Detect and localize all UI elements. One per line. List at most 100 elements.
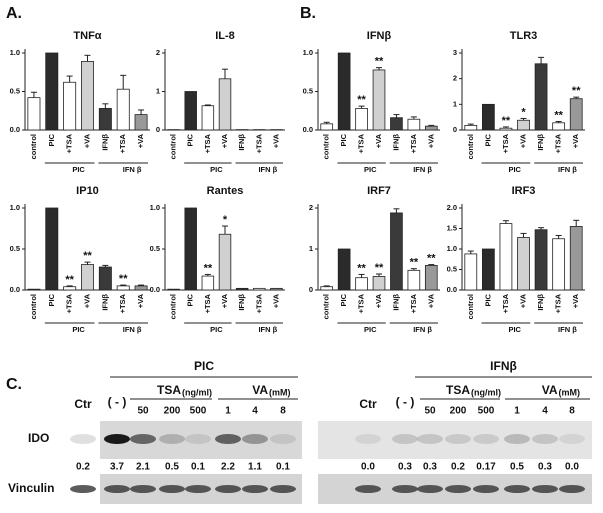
ido-band [185,434,211,444]
bar [569,98,583,131]
x-tick-label: +TSA [118,293,127,313]
group-label: PIC [364,165,377,174]
x-tick-label: +TSA [254,293,263,313]
dose-label: 500 [190,406,207,417]
y-tick-label: 0.0 [447,285,457,294]
x-tick-label: control [466,294,475,319]
bar [337,52,351,131]
treatment-label: VA [252,383,268,397]
x-tick-label: +TSA [203,133,212,153]
lane-label: Ctr [359,397,377,411]
bar [201,105,215,131]
bar [27,97,41,131]
treatment-label: TSA [446,383,470,397]
x-tick-label: +TSA [501,133,510,153]
y-tick-label: 1.0 [10,203,20,212]
y-tick-label: 1.0 [303,48,313,57]
bar [253,287,266,291]
ido-band [130,434,156,444]
ido-band [504,434,530,444]
ido-value: 0.1 [276,462,290,473]
bar [464,253,478,291]
ido-value: 0.3 [398,462,412,473]
x-tick-label: IFNβ [391,134,400,151]
x-tick-label: PIC [483,293,492,306]
vinculin-band [559,485,585,493]
dose-label: 50 [424,406,436,417]
significance: ** [427,252,436,264]
bar [167,288,180,291]
dose-label: 8 [569,406,575,417]
x-tick-label: control [169,134,178,159]
bar [464,124,478,131]
x-tick-label: PIC [339,133,348,146]
ido-value: 0.0 [565,462,579,473]
y-tick-label: 2 [156,48,160,57]
y-tick-label: 1.0 [447,244,457,253]
ido-value: 0.17 [476,462,496,473]
x-tick-label: +TSA [203,293,212,313]
bar [517,237,530,291]
dose-label: 8 [280,406,286,417]
x-tick-label: +VA [426,133,435,148]
dose-label: 50 [137,406,149,417]
group-label: PIC [508,165,521,174]
significance: ** [119,273,128,285]
bar [407,118,421,131]
bar [63,286,77,291]
vinculin-band [417,485,443,493]
bar [390,117,403,131]
bar [534,229,548,291]
x-tick-label: PIC [186,293,195,306]
group-label: PIC [210,165,223,174]
treatment-unit: (ng/ml) [182,387,212,397]
ido-value: 0.3 [538,462,552,473]
x-tick-label: +VA [571,133,580,148]
bar [270,287,283,291]
x-tick-label: IFNβ [391,294,400,311]
ido-band [417,434,443,444]
chart-title: IFNβ [367,30,392,42]
ido-value: 0.2 [76,462,90,473]
bar [390,212,403,291]
bar [499,127,513,131]
x-tick-label: control [322,134,331,159]
significance: ** [375,262,384,274]
y-tick-label: 0.0 [10,125,20,134]
row-label: Vinculin [8,481,54,495]
ido-value: 3.7 [110,462,124,473]
y-tick-label: 0.5 [10,244,20,253]
bar [372,276,386,291]
y-tick-label: 1 [156,86,160,95]
x-tick-label: +VA [136,133,145,148]
treatment-unit: (mM) [269,387,291,397]
ido-value: 0.3 [423,462,437,473]
bar [569,226,583,291]
bar [337,248,351,291]
dose-label: 4 [252,406,258,417]
group-label: PIC [72,165,85,174]
x-tick-label: control [322,294,331,319]
y-tick-label: 1.0 [150,203,160,212]
vinculin-band [392,485,418,493]
bar [552,238,566,291]
group-label: PIC [72,325,85,334]
bar [116,88,130,131]
bar [517,119,530,131]
ido-value: 0.5 [510,462,524,473]
bar [320,123,334,131]
x-tick-label: control [169,294,178,319]
panel-label: B. [300,5,316,22]
x-tick-label: +TSA [65,293,74,313]
x-tick-label: control [466,134,475,159]
x-tick-label: +VA [82,293,91,308]
vinculin-band [242,485,268,493]
bar [407,269,421,291]
y-tick-label: 0.5 [10,86,20,95]
x-tick-label: +VA [220,293,229,308]
x-tick-label: +VA [518,133,527,148]
x-tick-label: PIC [339,293,348,306]
y-tick-label: 2 [309,203,313,212]
vinculin-band [104,485,130,493]
ido-value: 0.0 [361,462,375,473]
